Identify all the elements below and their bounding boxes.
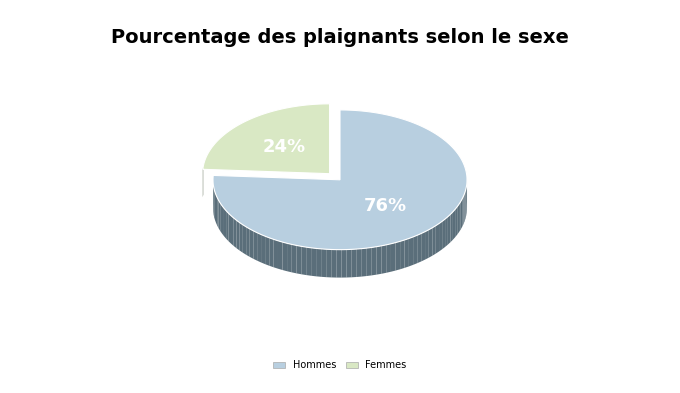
- Polygon shape: [341, 250, 347, 277]
- Polygon shape: [425, 230, 429, 260]
- Polygon shape: [273, 239, 278, 269]
- Polygon shape: [222, 206, 224, 236]
- Polygon shape: [218, 200, 220, 231]
- Polygon shape: [246, 227, 250, 257]
- Polygon shape: [250, 229, 254, 259]
- Polygon shape: [269, 238, 273, 267]
- Polygon shape: [347, 249, 352, 277]
- Polygon shape: [450, 212, 453, 242]
- Polygon shape: [400, 240, 405, 269]
- Polygon shape: [292, 244, 296, 274]
- Polygon shape: [381, 245, 386, 274]
- Polygon shape: [464, 191, 466, 221]
- Polygon shape: [243, 225, 246, 255]
- Polygon shape: [421, 231, 425, 261]
- Polygon shape: [418, 233, 421, 263]
- Polygon shape: [226, 211, 228, 241]
- Polygon shape: [220, 203, 222, 233]
- Polygon shape: [306, 247, 311, 276]
- Text: Pourcentage des plaignants selon le sexe: Pourcentage des plaignants selon le sexe: [111, 28, 569, 46]
- Polygon shape: [459, 202, 461, 232]
- Polygon shape: [442, 219, 445, 249]
- Polygon shape: [321, 249, 326, 277]
- Polygon shape: [215, 192, 216, 223]
- Polygon shape: [254, 231, 257, 261]
- Polygon shape: [234, 218, 237, 248]
- Polygon shape: [287, 243, 292, 272]
- Polygon shape: [282, 242, 287, 271]
- Polygon shape: [278, 241, 282, 270]
- Polygon shape: [409, 237, 413, 266]
- Polygon shape: [311, 248, 316, 276]
- Polygon shape: [214, 189, 215, 220]
- Polygon shape: [203, 104, 330, 174]
- Polygon shape: [391, 242, 396, 272]
- Polygon shape: [436, 224, 439, 253]
- Polygon shape: [357, 249, 362, 277]
- Polygon shape: [316, 248, 321, 277]
- Polygon shape: [237, 220, 239, 250]
- Polygon shape: [326, 249, 331, 277]
- Polygon shape: [386, 244, 391, 273]
- Polygon shape: [462, 196, 464, 227]
- Polygon shape: [257, 233, 261, 263]
- Polygon shape: [448, 214, 450, 244]
- Polygon shape: [453, 209, 455, 240]
- Polygon shape: [213, 110, 467, 250]
- Polygon shape: [224, 208, 226, 239]
- Polygon shape: [413, 235, 418, 265]
- Polygon shape: [239, 222, 243, 253]
- Polygon shape: [362, 248, 367, 277]
- Polygon shape: [461, 199, 462, 230]
- Polygon shape: [377, 246, 381, 275]
- Polygon shape: [231, 216, 234, 246]
- Legend: Hommes, Femmes: Hommes, Femmes: [269, 356, 411, 374]
- Polygon shape: [445, 217, 448, 247]
- Polygon shape: [331, 250, 337, 277]
- Polygon shape: [432, 226, 436, 256]
- Polygon shape: [301, 246, 306, 275]
- Polygon shape: [228, 213, 231, 244]
- Polygon shape: [429, 228, 432, 258]
- Polygon shape: [337, 250, 341, 277]
- Text: 24%: 24%: [262, 138, 306, 156]
- Polygon shape: [261, 235, 265, 264]
- Polygon shape: [455, 207, 457, 237]
- Polygon shape: [457, 204, 459, 235]
- Polygon shape: [352, 249, 357, 277]
- Polygon shape: [439, 221, 442, 252]
- Polygon shape: [217, 198, 218, 228]
- Polygon shape: [405, 239, 409, 268]
- Polygon shape: [396, 241, 400, 270]
- Polygon shape: [367, 248, 372, 276]
- Polygon shape: [265, 236, 269, 266]
- Polygon shape: [296, 245, 301, 274]
- Polygon shape: [372, 247, 377, 275]
- Polygon shape: [216, 195, 217, 226]
- Text: 76%: 76%: [364, 197, 407, 215]
